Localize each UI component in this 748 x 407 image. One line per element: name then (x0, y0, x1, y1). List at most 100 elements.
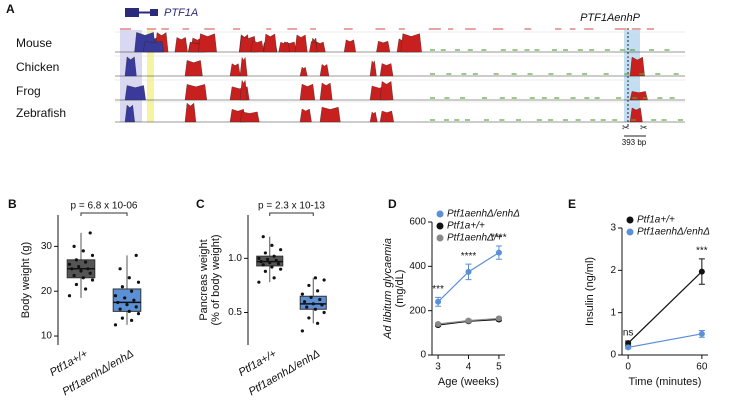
data-point (84, 260, 88, 264)
data-point (81, 249, 85, 253)
data-point (465, 317, 472, 324)
data-point (300, 292, 304, 296)
data-point (136, 312, 141, 316)
y-tick-label: 200 (409, 305, 426, 316)
data-point (268, 261, 272, 265)
conservation-peak (142, 40, 165, 53)
data-point (81, 276, 85, 280)
conservation-peak (239, 79, 248, 101)
data-point (272, 276, 276, 280)
legend-marker (436, 222, 444, 230)
conservation-peak (174, 37, 188, 53)
data-point (274, 258, 278, 263)
data-point (77, 264, 81, 269)
pink-block (120, 28, 131, 30)
data-point (125, 303, 129, 307)
legend-marker (436, 234, 444, 242)
p-value: p = 6.8 x 10-06 (71, 201, 138, 212)
data-point (257, 256, 261, 260)
y-axis-label: (mg/dL) (394, 270, 406, 308)
data-point (279, 248, 283, 252)
y-tick-label: 2 (610, 265, 616, 276)
data-point (72, 244, 76, 248)
data-point (116, 300, 120, 305)
gene-exon (125, 8, 139, 17)
y-tick-label: 20 (41, 286, 53, 297)
legend-marker (626, 216, 634, 224)
data-point (136, 280, 141, 284)
data-point (86, 267, 90, 271)
data-point (132, 298, 136, 302)
data-point (320, 303, 324, 307)
conservation-peak (184, 102, 197, 123)
conservation-peak (629, 56, 645, 77)
data-point (625, 344, 632, 351)
pink-block (584, 28, 594, 30)
x-axis-label: Age (weeks) (438, 376, 499, 388)
scissors: ✂ (622, 122, 630, 132)
data-point (88, 231, 92, 235)
data-point (279, 267, 283, 271)
line (627, 271, 703, 344)
data-point (259, 259, 263, 264)
data-point (127, 309, 131, 313)
conservation-peak (400, 33, 422, 53)
conservation-peak (294, 34, 308, 53)
conservation-peak (379, 81, 394, 101)
pink-block (344, 28, 353, 30)
data-point (270, 243, 274, 247)
legend-marker (626, 228, 634, 236)
significance: **** (461, 251, 477, 262)
pink-block (555, 28, 562, 30)
conservation-peak (124, 56, 137, 77)
data-point (465, 268, 472, 275)
data-point (79, 269, 83, 273)
data-point (698, 330, 705, 337)
conservation-peak (184, 84, 208, 101)
data-point (261, 263, 265, 267)
legend-marker (436, 210, 444, 218)
data-point (435, 320, 442, 327)
species-label: Chicken (16, 60, 59, 74)
y-tick-label: 400 (409, 261, 426, 272)
data-point (318, 297, 322, 302)
species-label: Frog (16, 84, 41, 98)
panel-letter: A (6, 2, 15, 16)
pink-block (204, 28, 215, 30)
data-point (88, 271, 92, 275)
data-point (72, 273, 76, 278)
conservation-peak (309, 41, 318, 53)
line (628, 333, 702, 348)
data-point (113, 323, 118, 327)
data-point (276, 262, 281, 266)
conservation-peak (263, 33, 277, 53)
data-point (74, 258, 78, 262)
data-point (123, 296, 127, 300)
enhancer-label: PTF1AenhP (580, 12, 641, 24)
scale-label: 393 bp (622, 138, 647, 147)
y-tick-label: 0 (610, 350, 616, 361)
data-point (316, 321, 320, 325)
data-point (322, 310, 326, 315)
data-point (74, 282, 78, 287)
data-point (118, 267, 122, 271)
pink-block (233, 28, 241, 30)
conservation-peak (314, 41, 326, 53)
p-value: p = 2.3 x 10-13 (258, 201, 325, 212)
data-point (70, 267, 74, 271)
bracket (80, 212, 128, 216)
data-point (263, 269, 267, 273)
pink-block (310, 28, 316, 30)
conservation-peak (250, 40, 264, 53)
data-point (265, 257, 270, 262)
conservation-peak (629, 107, 643, 123)
data-point (270, 265, 274, 269)
data-point (313, 276, 318, 280)
pink-block (614, 28, 627, 30)
y-axis-label: (% of body weight) (210, 234, 222, 325)
conservation-peak (629, 91, 648, 101)
conservation-peak (184, 60, 203, 77)
significance: **** (491, 233, 507, 244)
pink-block (631, 28, 641, 30)
conservation-peak (376, 40, 391, 53)
